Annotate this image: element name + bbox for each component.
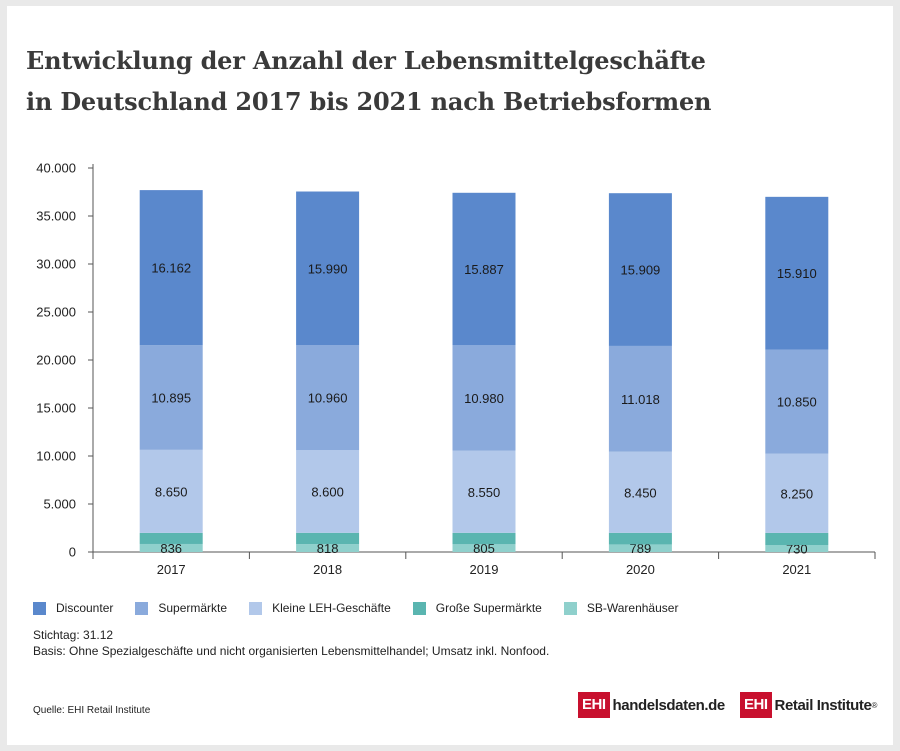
bar-segment [139,449,203,533]
data-label: 805 [473,541,495,556]
legend-label: Kleine LEH-Geschäfte [272,601,391,615]
bar-segment [296,532,360,545]
handelsdaten-text: handelsdaten.de [612,696,726,714]
bar-segment [296,345,360,451]
bar-segment [765,349,829,454]
legend-item-discounter: Discounter [33,601,113,615]
bar-segment [452,532,516,545]
x-tick-label: 2020 [626,562,655,577]
handelsdaten-logo[interactable]: EHI handelsdaten.de [578,692,725,718]
y-tick-label: 10.000 [36,449,76,464]
bar-segment [765,532,829,545]
ehi-logo-mark: EHI [578,692,610,718]
bar-segment [765,544,829,552]
data-label: 789 [630,541,652,556]
legend-label: SB-Warenhäuser [586,601,679,615]
x-tick-label: 2019 [470,562,499,577]
x-tick-label: 2017 [157,562,186,577]
bar-segment [139,190,203,346]
legend-item-supermaerkte: Supermärkte [135,601,227,615]
bar-segment [139,345,203,450]
data-label: 8.450 [624,485,657,500]
bar-segment [296,191,360,346]
data-label: 10.850 [777,395,817,410]
y-tick-label: 15.000 [36,401,76,416]
data-label: 836 [160,541,182,556]
legend-label: Discounter [56,601,114,615]
legend-swatch [563,601,577,615]
data-label: 10.960 [308,391,348,406]
data-label: 8.250 [781,486,814,501]
y-tick-label: 5.000 [43,497,76,512]
bar-segment [296,544,360,552]
registered-mark: ® [871,700,878,710]
data-label: 10.895 [151,391,191,406]
y-tick-label: 35.000 [36,209,76,224]
y-tick-label: 40.000 [36,161,76,176]
bar-segment [452,345,516,451]
data-label: 11.018 [621,392,660,407]
bar-segment [296,450,360,533]
data-label: 16.162 [151,261,191,276]
ehi-retail-institute-logo[interactable]: EHI Retail Institute ® [740,692,877,718]
retail-institute-text: Retail Institute [774,696,872,714]
data-label: 15.910 [777,266,817,281]
y-tick-label: 25.000 [36,305,76,320]
bar-segment [608,451,672,533]
legend-label: Supermärkte [158,601,228,615]
legend-swatch [249,601,263,615]
bar-segment [139,543,203,552]
legend-item-sb-warenhaeuser: SB-Warenhäuser [563,601,679,615]
data-label: 818 [317,541,339,556]
bar-segment [765,196,829,350]
x-tick-label: 2021 [782,562,811,577]
legend-item-grosse-supermaerkte: Große Supermärkte [412,601,542,615]
data-label: 730 [786,541,808,556]
ehi-logo-mark: EHI [740,692,772,718]
bar-segment [765,453,829,533]
bar-segment [608,544,672,552]
chart-title: Entwicklung der Anzahl der Lebensmittelg… [26,40,712,122]
data-label: 8.600 [311,485,344,500]
y-tick-label: 20.000 [36,353,76,368]
bar-segment [452,450,516,533]
legend-label: Große Supermärkte [435,601,542,615]
data-label: 10.980 [464,391,504,406]
data-label: 15.990 [308,261,348,276]
bar-segment [452,192,516,346]
bar-segment [452,544,516,552]
y-tick-label: 0 [69,545,76,560]
bar-segment [139,532,203,544]
legend-swatch [33,601,46,615]
title-line-2: in Deutschland 2017 bis 2021 nach Betrie… [26,87,712,116]
note-stichtag: Stichtag: 31.12 [33,628,114,642]
data-label: 15.887 [464,262,504,277]
bar-segment [608,345,672,452]
title-line-1: Entwicklung der Anzahl der Lebensmittelg… [26,46,706,75]
source-text: Quelle: EHI Retail Institute [33,705,151,716]
bar-segment [608,193,672,346]
data-label: 15.909 [621,263,661,278]
stacked-bar-chart: 0 5.000 10.000 15.000 20.000 25.000 30.000 35.0… [36,161,876,577]
bar-segment [608,532,672,545]
legend-swatch [135,601,149,615]
legend-swatch [412,601,426,615]
note-basis: Basis: Ohne Spezialgeschäfte und nicht o… [33,644,550,658]
data-label: 8.650 [155,484,188,499]
x-tick-label: 2018 [313,562,342,577]
legend-item-kleine-leh: Kleine LEH-Geschäfte [249,601,391,615]
y-tick-label: 30.000 [36,257,76,272]
legend: Discounter Supermärkte Kleine LEH-Geschä… [33,601,700,615]
data-label: 8.550 [468,485,501,500]
